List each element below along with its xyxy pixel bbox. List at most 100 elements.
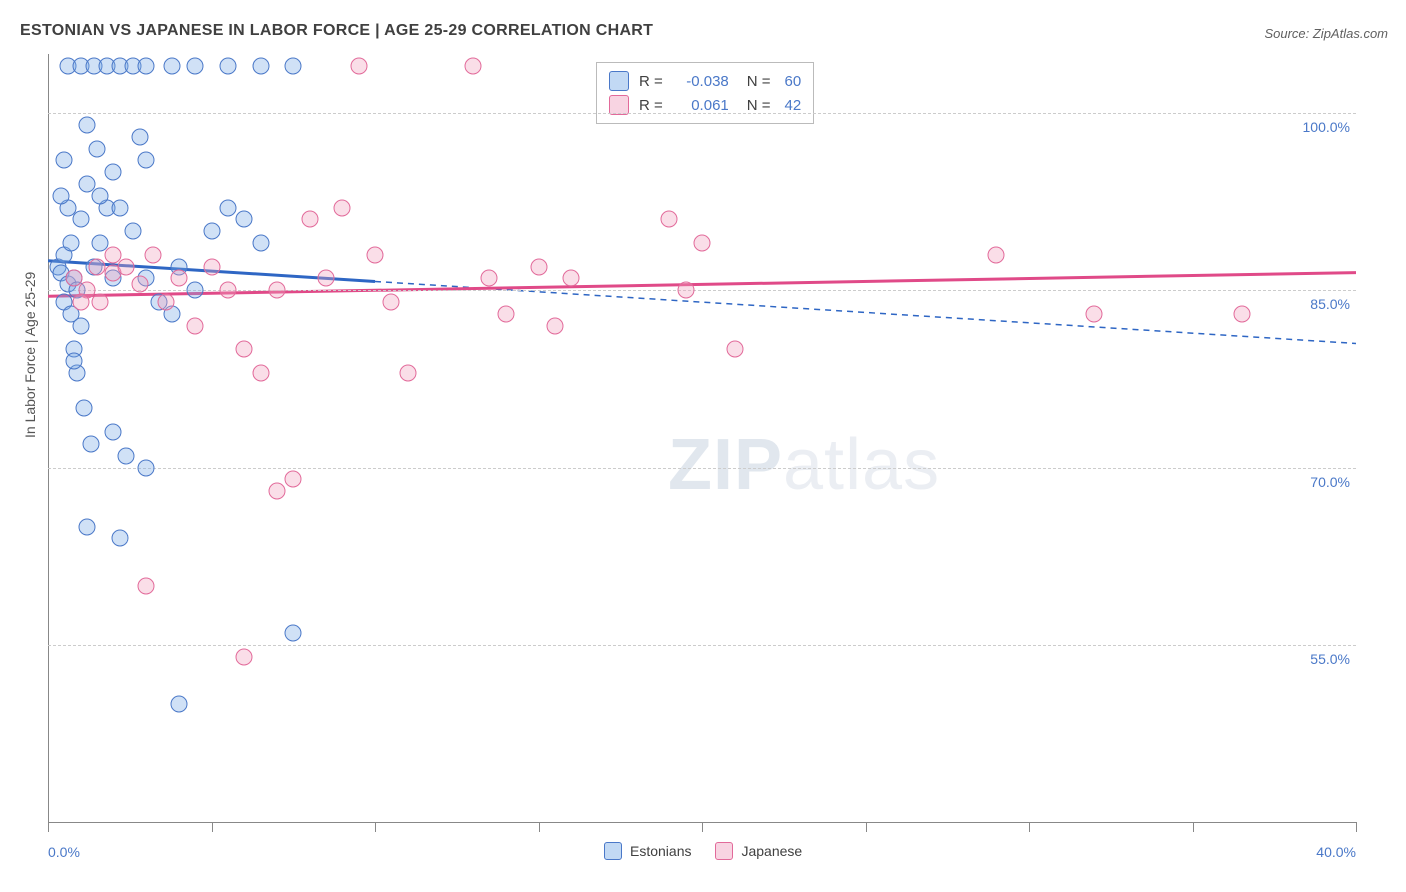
- x-tick-label: 0.0%: [48, 844, 80, 860]
- gridline-h: [48, 290, 1356, 291]
- data-point: [383, 294, 400, 311]
- data-point: [203, 258, 220, 275]
- data-point: [138, 459, 155, 476]
- data-point: [131, 276, 148, 293]
- data-point: [1086, 305, 1103, 322]
- x-tick: [375, 822, 376, 832]
- data-point: [1233, 305, 1250, 322]
- data-point: [317, 270, 334, 287]
- x-tick: [539, 822, 540, 832]
- data-point: [79, 518, 96, 535]
- data-point: [481, 270, 498, 287]
- source-label: Source: ZipAtlas.com: [1264, 26, 1388, 41]
- data-point: [89, 258, 106, 275]
- data-point: [563, 270, 580, 287]
- r-value: -0.038: [673, 73, 729, 90]
- r-value: 0.061: [673, 97, 729, 114]
- plot-area: ZIPatlas R =-0.038N =60R =0.061N =42 Est…: [48, 54, 1356, 823]
- data-point: [268, 483, 285, 500]
- data-point: [367, 246, 384, 263]
- data-point: [105, 164, 122, 181]
- gridline-h: [48, 645, 1356, 646]
- data-point: [219, 57, 236, 74]
- x-tick: [1356, 822, 1357, 832]
- data-point: [138, 152, 155, 169]
- data-point: [219, 199, 236, 216]
- data-point: [285, 471, 302, 488]
- trend-lines: [48, 54, 1356, 822]
- data-point: [138, 577, 155, 594]
- data-point: [66, 353, 83, 370]
- gridline-h: [48, 113, 1356, 114]
- n-value: 42: [785, 97, 802, 114]
- data-point: [497, 305, 514, 322]
- legend-label: Estonians: [630, 843, 691, 859]
- x-tick: [702, 822, 703, 832]
- legend-label: Japanese: [741, 843, 802, 859]
- x-tick: [212, 822, 213, 832]
- data-point: [105, 424, 122, 441]
- data-point: [111, 199, 128, 216]
- data-point: [138, 57, 155, 74]
- data-point: [219, 282, 236, 299]
- data-point: [399, 365, 416, 382]
- data-point: [726, 341, 743, 358]
- watermark-light: atlas: [783, 425, 940, 505]
- data-point: [118, 447, 135, 464]
- data-point: [661, 211, 678, 228]
- data-point: [677, 282, 694, 299]
- data-point: [111, 530, 128, 547]
- data-point: [62, 235, 79, 252]
- data-point: [236, 648, 253, 665]
- data-point: [187, 282, 204, 299]
- legend-swatch: [609, 95, 629, 115]
- stats-row: R =-0.038N =60: [609, 69, 801, 93]
- data-point: [252, 235, 269, 252]
- data-point: [89, 140, 106, 157]
- x-tick: [48, 822, 49, 832]
- data-point: [465, 57, 482, 74]
- data-point: [105, 246, 122, 263]
- data-point: [285, 624, 302, 641]
- bottom-legend: Estonians Japanese: [604, 842, 802, 860]
- y-tick-label: 85.0%: [1310, 296, 1350, 312]
- n-label: N =: [747, 97, 771, 114]
- legend-item: Estonians: [604, 842, 691, 860]
- data-point: [56, 152, 73, 169]
- y-tick-label: 55.0%: [1310, 651, 1350, 667]
- data-point: [187, 317, 204, 334]
- data-point: [170, 695, 187, 712]
- n-label: N =: [747, 73, 771, 90]
- data-point: [79, 116, 96, 133]
- y-axis-line: [48, 54, 49, 822]
- data-point: [285, 57, 302, 74]
- data-point: [546, 317, 563, 334]
- data-point: [118, 258, 135, 275]
- data-point: [694, 235, 711, 252]
- y-tick-label: 70.0%: [1310, 474, 1350, 490]
- legend-swatch: [604, 842, 622, 860]
- data-point: [72, 211, 89, 228]
- data-point: [252, 365, 269, 382]
- gridline-h: [48, 468, 1356, 469]
- data-point: [131, 128, 148, 145]
- data-point: [82, 435, 99, 452]
- x-tick: [866, 822, 867, 832]
- x-tick-label: 40.0%: [1316, 844, 1356, 860]
- data-point: [72, 294, 89, 311]
- watermark: ZIPatlas: [668, 424, 940, 506]
- data-point: [72, 317, 89, 334]
- x-tick: [1029, 822, 1030, 832]
- data-point: [252, 57, 269, 74]
- legend-swatch: [609, 71, 629, 91]
- chart-title: ESTONIAN VS JAPANESE IN LABOR FORCE | AG…: [20, 22, 653, 40]
- data-point: [236, 341, 253, 358]
- legend-swatch: [715, 842, 733, 860]
- data-point: [170, 270, 187, 287]
- data-point: [187, 57, 204, 74]
- data-point: [334, 199, 351, 216]
- r-label: R =: [639, 97, 663, 114]
- data-point: [203, 223, 220, 240]
- r-label: R =: [639, 73, 663, 90]
- data-point: [164, 57, 181, 74]
